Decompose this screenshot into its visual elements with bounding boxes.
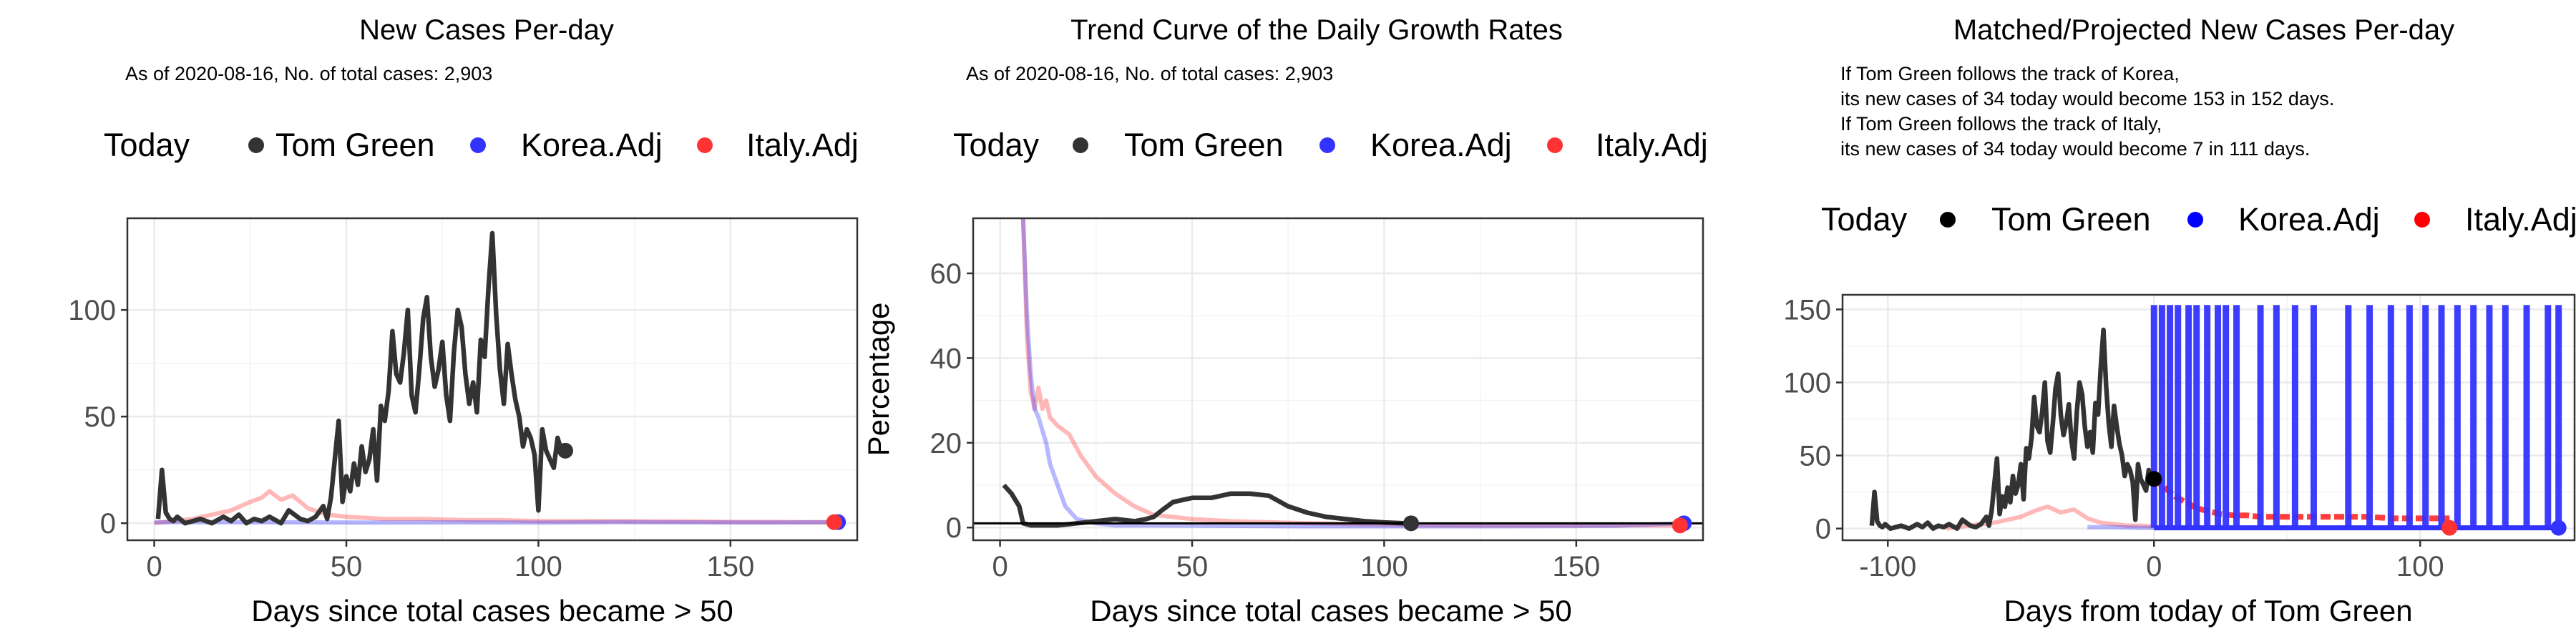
today-marker-tom-green: [557, 442, 573, 459]
chart-title: Trend Curve of the Daily Growth Rates: [1070, 14, 1563, 46]
x-axis-label: Days since total cases became > 50: [1090, 594, 1572, 628]
today-marker-italy-adj: [826, 514, 842, 530]
panel-border: [126, 217, 859, 542]
chart-matched-projected: Matched/Projected New Cases Per-day If T…: [1783, 14, 2576, 628]
series-italy-adj: [154, 489, 834, 526]
legend-label-korea: Korea.Adj: [521, 127, 663, 163]
legend: Today Tom Green Korea.Adj Italy.Adj: [953, 127, 1708, 163]
subtitle-line-2: its new cases of 34 today would become 1…: [1840, 88, 2334, 109]
y-tick-label: 20: [930, 428, 962, 459]
x-tick-label: 100: [1360, 551, 1408, 582]
legend-label-korea: Korea.Adj: [2238, 201, 2380, 238]
y-tick-label: 50: [84, 401, 117, 433]
today-marker-tom-green: [1403, 515, 1419, 532]
x-tick-label: 0: [146, 551, 162, 582]
legend-label-tom-green: Tom Green: [1124, 127, 1284, 163]
y-axis-label: Percentage: [862, 303, 895, 457]
y-tick-label: 60: [930, 258, 962, 290]
series-layer: [154, 230, 847, 530]
legend-label-italy: Italy.Adj: [746, 127, 859, 163]
legend: Today Tom Green Korea.Adj Italy.Adj: [104, 127, 859, 163]
chart-subtitle: As of 2020-08-16, No. of total cases: 2,…: [125, 63, 492, 84]
series-italy-adj: [1946, 504, 2155, 531]
legend-label-korea: Korea.Adj: [1370, 127, 1512, 163]
legend-marker-korea: [1319, 137, 1335, 153]
y-tick-label: 0: [100, 508, 116, 540]
x-tick-label: 100: [2396, 551, 2444, 582]
legend-title: Today: [953, 127, 1040, 163]
x-tick-label: 50: [331, 551, 363, 582]
series-layer: [973, 218, 1703, 534]
ticks: 0 50 100 150 0 50 100: [68, 295, 754, 582]
chart-title: Matched/Projected New Cases Per-day: [1953, 14, 2454, 46]
y-tick-label: 0: [946, 512, 962, 544]
legend: Today Tom Green Korea.Adj Italy.Adj: [1821, 201, 2576, 238]
today-marker-tom-green: [2146, 471, 2162, 487]
x-tick-label: 150: [1552, 551, 1600, 582]
panel-border: [1841, 293, 2576, 542]
today-marker-korea-adj: [2550, 519, 2567, 536]
ticks: -100 0 100 0 50 100 150: [1783, 294, 2444, 582]
grid: [973, 218, 1703, 540]
series-korea-adj: [1020, 218, 1684, 529]
series-tom-green: [1869, 327, 2155, 531]
panel-border: [972, 217, 1704, 542]
series-tom-green: [1002, 483, 1411, 528]
legend-label-italy: Italy.Adj: [2465, 201, 2576, 238]
legend-title: Today: [104, 127, 190, 163]
y-tick-label: 100: [1783, 368, 1831, 399]
legend-marker-korea: [470, 137, 486, 153]
legend-marker-tom-green: [1073, 137, 1088, 153]
y-tick-label: 100: [68, 295, 116, 326]
legend-marker-italy: [2414, 212, 2430, 228]
legend-label-italy: Italy.Adj: [1596, 127, 1708, 163]
chart-subtitle: As of 2020-08-16, No. of total cases: 2,…: [966, 63, 1333, 84]
today-marker-italy-adj: [1672, 517, 1688, 534]
legend-label-tom-green: Tom Green: [1991, 201, 2151, 238]
subtitle-line-4: its new cases of 34 today would become 7…: [1840, 138, 2310, 160]
legend-marker-italy: [697, 137, 713, 153]
x-tick-label: 0: [992, 551, 1008, 582]
ticks: 0 50 100 150 0 20 40 60: [930, 258, 1601, 582]
chart-title: New Cases Per-day: [359, 14, 614, 46]
y-tick-label: 0: [1815, 514, 1831, 545]
x-tick-label: 0: [2146, 551, 2162, 582]
legend-marker-korea: [2187, 212, 2203, 228]
series-italy-adj-projection: [2152, 477, 2450, 522]
x-axis-label: Days since total cases became > 50: [251, 594, 733, 628]
y-tick-label: 50: [1800, 441, 1832, 472]
x-tick-label: 100: [514, 551, 562, 582]
today-marker-italy-adj: [2441, 519, 2458, 536]
subtitle-line-1: If Tom Green follows the track of Korea,: [1840, 63, 2180, 84]
legend-title: Today: [1821, 201, 1908, 238]
x-tick-label: 50: [1176, 551, 1209, 582]
grid: [1843, 295, 2575, 540]
chart-subtitle: If Tom Green follows the track of Korea,…: [1840, 63, 2334, 160]
x-tick-label: 150: [706, 551, 754, 582]
chart-new-cases-per-day: New Cases Per-day As of 2020-08-16, No. …: [68, 14, 859, 628]
series-italy-adj: [1020, 218, 1680, 528]
legend-label-tom-green: Tom Green: [275, 127, 435, 163]
series-korea-adj: [154, 519, 839, 525]
x-tick-label: -100: [1859, 551, 1916, 582]
chart-daily-growth-rates: Trend Curve of the Daily Growth Rates As…: [862, 14, 1708, 628]
series-tom-green: [155, 230, 565, 526]
legend-marker-tom-green: [248, 137, 264, 153]
y-tick-label: 40: [930, 343, 962, 374]
legend-marker-italy: [1547, 137, 1563, 153]
x-axis-label: Days from today of Tom Green: [2004, 594, 2412, 628]
series-layer: [1869, 305, 2567, 536]
y-tick-label: 150: [1783, 294, 1831, 326]
grid: [127, 218, 857, 540]
subtitle-line-3: If Tom Green follows the track of Italy,: [1840, 113, 2162, 135]
legend-marker-tom-green: [1940, 212, 1956, 228]
